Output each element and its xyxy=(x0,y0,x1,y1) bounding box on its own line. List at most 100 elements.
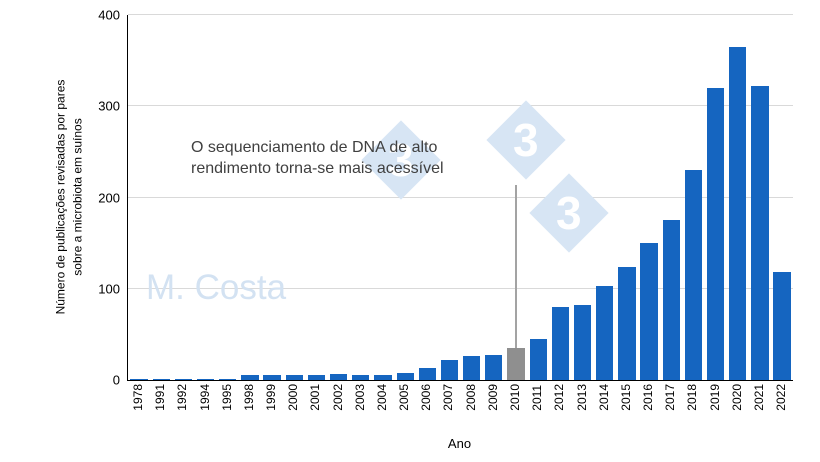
x-tick-cell: 2010 xyxy=(504,384,526,411)
x-tick-cell: 2006 xyxy=(415,384,437,411)
x-tick-label: 1992 xyxy=(175,384,190,411)
bar-2007 xyxy=(440,359,459,380)
bar-series xyxy=(128,15,793,380)
bar-2018 xyxy=(684,170,703,380)
x-tick-cell: 2000 xyxy=(282,384,304,411)
annotation-line2: rendimento torna-se mais acessível xyxy=(191,160,444,178)
x-tick-cell: 2022 xyxy=(770,384,792,411)
bar-slot xyxy=(394,15,416,380)
x-tick-cell: 1992 xyxy=(171,384,193,411)
bar-slot xyxy=(217,15,239,380)
x-tick-cell: 2011 xyxy=(526,384,548,411)
bar-2016 xyxy=(640,243,658,380)
y-tick-label: 0 xyxy=(112,372,120,388)
bar-slot xyxy=(150,15,172,380)
bar-slot xyxy=(128,15,150,380)
x-tick-label: 2021 xyxy=(751,384,766,411)
bar-slot xyxy=(527,15,549,380)
watermark-author-text: M. Costa xyxy=(146,268,287,307)
bar-slot xyxy=(483,15,505,380)
x-tick-label: 2015 xyxy=(618,384,633,411)
x-tick-label: 2006 xyxy=(419,384,434,411)
gridline xyxy=(128,105,793,107)
annotation-text: O sequenciamento de DNA de alto rendimen… xyxy=(191,137,444,179)
x-tick-cell: 2009 xyxy=(482,384,504,411)
bar-slot xyxy=(461,15,483,380)
x-tick-label: 2010 xyxy=(508,384,522,411)
annotation-pointer-line xyxy=(514,185,517,349)
x-tick-label: 2013 xyxy=(574,384,589,411)
bar-1978 xyxy=(130,379,148,380)
x-tick-label: 2016 xyxy=(641,384,656,411)
x-tick-cell: 2016 xyxy=(637,384,659,411)
bar-slot xyxy=(195,15,217,380)
bar-1998 xyxy=(241,375,259,380)
y-tick-label: 300 xyxy=(98,98,120,114)
bar-2005 xyxy=(396,372,414,380)
x-tick-cell: 2014 xyxy=(593,384,615,411)
bar-2014 xyxy=(596,286,614,380)
x-tick-cell: 2017 xyxy=(659,384,681,411)
bar-slot xyxy=(771,15,793,380)
x-tick-cell: 2008 xyxy=(460,384,482,411)
x-tick-cell: 2002 xyxy=(327,384,349,411)
x-tick-label: 1998 xyxy=(241,384,256,411)
x-tick-cell: 2001 xyxy=(304,384,326,411)
x-tick-label: 2000 xyxy=(286,384,301,411)
annotation-line1: O sequenciamento de DNA de alto xyxy=(191,139,438,156)
x-tick-cell: 1999 xyxy=(260,384,282,411)
bar-2004 xyxy=(374,375,392,380)
bar-1991 xyxy=(152,379,170,380)
x-tick-label: 1995 xyxy=(219,384,234,411)
bar-slot xyxy=(682,15,704,380)
bar-slot xyxy=(261,15,283,380)
gridline xyxy=(128,287,793,289)
bar-slot xyxy=(505,15,527,380)
x-tick-label: 2003 xyxy=(352,384,367,411)
bar-slot xyxy=(660,15,682,380)
bar-2013 xyxy=(573,305,592,380)
x-tick-cell: 2015 xyxy=(615,384,637,411)
x-tick-cell: 2012 xyxy=(548,384,570,411)
bar-2001 xyxy=(307,375,326,380)
y-axis-title-line1: Número de publicações revisadas por pare… xyxy=(53,79,68,315)
bar-slot xyxy=(283,15,305,380)
x-tick-label: 2022 xyxy=(774,384,789,411)
x-tick-cell: 2019 xyxy=(703,384,725,411)
plot-area: M. Costa 3 3 3 O sequenciamento de DNA d… xyxy=(127,14,793,381)
bar-slot xyxy=(616,15,638,380)
x-axis-tick-labels: 1978 1991 1992 1994 1995 1998 1999 2000 2001 2002… xyxy=(127,384,792,411)
x-tick-cell: 1998 xyxy=(238,384,260,411)
x-tick-cell: 2020 xyxy=(726,384,748,411)
bar-2010 xyxy=(507,348,525,380)
x-tick-label: 2009 xyxy=(485,384,500,411)
bar-slot xyxy=(172,15,194,380)
bar-2009 xyxy=(485,355,503,380)
bar-slot xyxy=(350,15,372,380)
x-tick-label: 2014 xyxy=(596,384,611,411)
x-tick-label: 1991 xyxy=(153,384,168,411)
x-tick-cell: 2018 xyxy=(681,384,703,411)
x-tick-cell: 2003 xyxy=(349,384,371,411)
bar-2008 xyxy=(463,356,481,380)
x-tick-label: 2005 xyxy=(397,384,412,411)
bar-1999 xyxy=(263,375,281,380)
x-tick-label: 1994 xyxy=(197,384,212,411)
x-tick-label: 2019 xyxy=(707,384,722,411)
bar-1995 xyxy=(219,379,237,380)
x-tick-label: 1978 xyxy=(131,384,146,411)
bar-2012 xyxy=(551,307,569,380)
x-tick-label: 2011 xyxy=(530,384,545,411)
bar-slot xyxy=(727,15,749,380)
bar-2017 xyxy=(662,220,680,380)
bar-2022 xyxy=(773,272,791,380)
x-tick-cell: 2004 xyxy=(371,384,393,411)
bar-1994 xyxy=(196,379,215,380)
y-axis-tick-labels: 0 100 200 300 400 xyxy=(82,8,120,388)
x-tick-label: 2004 xyxy=(374,384,389,411)
x-tick-cell: 1991 xyxy=(149,384,171,411)
bar-slot xyxy=(328,15,350,380)
y-tick-label: 100 xyxy=(98,281,120,297)
x-axis-title: Ano xyxy=(447,436,472,451)
